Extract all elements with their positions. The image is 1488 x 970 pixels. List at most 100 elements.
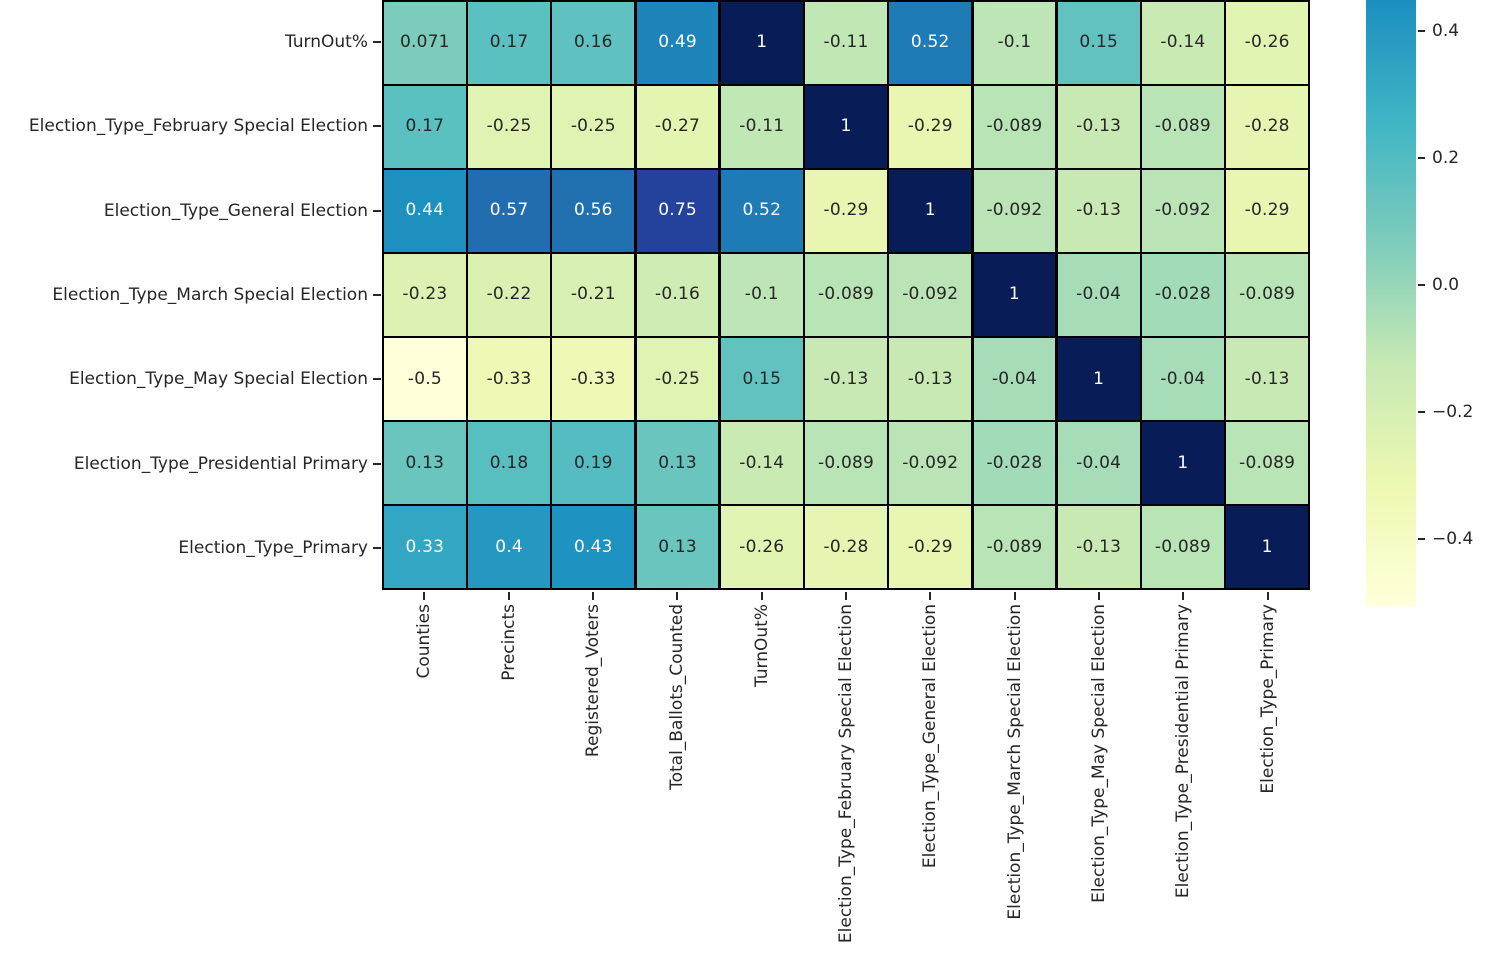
heatmap-cell: -0.25 (552, 86, 635, 168)
heatmap-cell: -0.21 (552, 254, 635, 336)
heatmap-cell: -0.13 (1057, 86, 1140, 168)
heatmap-cell: -0.14 (720, 422, 803, 504)
heatmap-cell: 0.52 (889, 2, 972, 84)
heatmap-cell: -0.089 (1142, 506, 1224, 588)
heatmap-cell: -0.26 (1226, 2, 1308, 84)
y-tick-mark (373, 462, 381, 465)
heatmap-cell: -0.04 (1142, 338, 1224, 420)
heatmap-cell: 0.15 (720, 338, 803, 420)
x-axis-tick-label: Election_Type_General Election (920, 604, 941, 869)
x-axis-tick-label: Precincts (498, 604, 519, 681)
heatmap-cell: -0.13 (1226, 338, 1308, 420)
heatmap-cell: 0.49 (636, 2, 719, 84)
heatmap-grid: 0.071 0.17 0.16 0.49 1 -0.11 0.52 -0.1 0.15 -0.14… (382, 0, 1310, 590)
heatmap-cell: -0.14 (1142, 2, 1224, 84)
colorbar-gradient (1366, 0, 1416, 606)
x-tick-mark (676, 592, 679, 600)
heatmap-cell: -0.13 (1057, 506, 1140, 588)
heatmap-cell: 1 (889, 170, 972, 252)
heatmap-cell: -0.27 (636, 86, 719, 168)
heatmap-cell: 0.17 (468, 2, 550, 84)
y-axis-tick-label: TurnOut% (284, 32, 368, 53)
x-axis-tick-label: Registered_Voters (582, 604, 603, 758)
x-axis-tick-label: TurnOut% (751, 604, 772, 688)
heatmap-cell: -0.089 (805, 254, 887, 336)
heatmap-cell: -0.13 (1057, 170, 1140, 252)
heatmap-cell: 0.4 (468, 506, 550, 588)
y-axis-tick-label: Election_Type_February Special Election (28, 116, 368, 137)
heatmap-cell: -0.092 (889, 422, 972, 504)
y-axis-tick-label: Election_Type_March Special Election (52, 285, 368, 305)
heatmap-cell: 0.18 (468, 422, 550, 504)
heatmap-cell: 1 (1226, 506, 1308, 588)
heatmap-cell: 1 (1142, 422, 1224, 504)
heatmap-cell: 0.13 (384, 422, 466, 504)
heatmap-cell: -0.11 (805, 2, 887, 84)
x-axis-tick-label: Counties (414, 604, 435, 679)
colorbar-tick-mark (1418, 538, 1425, 540)
colorbar-tick-mark (1418, 284, 1425, 286)
heatmap-cell: -0.22 (468, 254, 550, 336)
heatmap-cell: 1 (805, 86, 887, 168)
heatmap-cell: -0.089 (1226, 254, 1308, 336)
heatmap-cell: 0.16 (552, 2, 635, 84)
x-axis-tick-label: Election_Type_May Special Election (1089, 604, 1110, 903)
heatmap-cell: -0.092 (889, 254, 972, 336)
x-tick-mark (1266, 592, 1269, 600)
colorbar-tick-label: 0.0 (1432, 275, 1460, 295)
colorbar-tick-mark (1418, 411, 1425, 413)
heatmap-cell: -0.089 (1142, 86, 1224, 168)
y-axis-tick-label: Election_Type_May Special Election (69, 369, 368, 390)
y-axis-tick-label: Election_Type_Primary (178, 537, 368, 558)
heatmap-cell: -0.25 (468, 86, 550, 168)
heatmap-cell: -0.25 (636, 338, 719, 420)
heatmap-cell: -0.092 (973, 170, 1056, 252)
heatmap-cell: -0.29 (1226, 170, 1308, 252)
heatmap-cell: 0.57 (468, 170, 550, 252)
colorbar (1366, 0, 1416, 606)
heatmap-cell: 0.43 (552, 506, 635, 588)
colorbar-tick-label: −0.4 (1432, 529, 1474, 549)
y-tick-mark (373, 546, 381, 549)
heatmap-cell: -0.028 (973, 422, 1056, 504)
heatmap-cell: -0.28 (1226, 86, 1308, 168)
heatmap-cell: -0.29 (889, 86, 972, 168)
y-tick-mark (373, 378, 381, 381)
colorbar-tick-mark (1418, 157, 1425, 159)
heatmap-cell: 0.56 (552, 170, 635, 252)
heatmap-cell: -0.13 (805, 338, 887, 420)
y-axis-tick-label: Election_Type_Presidential Primary (73, 453, 368, 474)
x-tick-mark (423, 592, 426, 600)
heatmap-cell: -0.33 (552, 338, 635, 420)
heatmap-cell: -0.33 (468, 338, 550, 420)
x-axis-tick-label: Total_Ballots_Counted (667, 604, 688, 790)
x-tick-mark (1013, 592, 1016, 600)
x-axis-tick-label: Election_Type_March Special Election (1004, 604, 1025, 920)
x-tick-mark (760, 592, 763, 600)
x-tick-mark (507, 592, 510, 600)
heatmap-cell: 1 (973, 254, 1056, 336)
x-tick-mark (845, 592, 847, 600)
heatmap-cell: -0.089 (805, 422, 887, 504)
colorbar-tick-label: −0.2 (1432, 402, 1474, 422)
x-axis-tick-label: Election_Type_Presidential Primary (1173, 604, 1194, 899)
heatmap-cell: 0.33 (384, 506, 466, 588)
y-axis-tick-label: Election_Type_General Election (103, 200, 368, 221)
heatmap-cell: -0.04 (1057, 254, 1140, 336)
heatmap-cell: -0.29 (805, 170, 887, 252)
heatmap-cell: -0.29 (889, 506, 972, 588)
heatmap-cell: -0.089 (973, 506, 1056, 588)
heatmap-cell: -0.26 (720, 506, 803, 588)
heatmap-cell: 0.19 (552, 422, 635, 504)
heatmap-cell: 0.13 (636, 422, 719, 504)
x-tick-mark (1098, 592, 1101, 600)
heatmap-cell: -0.23 (384, 254, 466, 336)
heatmap-cell: 0.15 (1057, 2, 1140, 84)
heatmap-cell: -0.5 (384, 338, 466, 420)
heatmap-cell: -0.1 (720, 254, 803, 336)
x-axis-tick-label: Election_Type_February Special Election (836, 604, 856, 944)
y-tick-mark (373, 125, 381, 128)
heatmap-cell: -0.04 (973, 338, 1056, 420)
heatmap-cell: -0.1 (973, 2, 1056, 84)
